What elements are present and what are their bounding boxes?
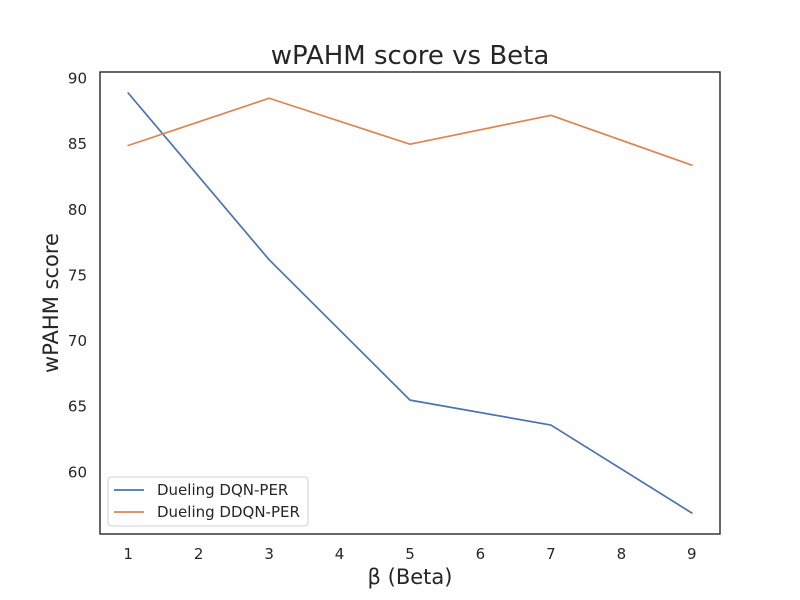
chart-title: wPAHM score vs Beta	[271, 41, 550, 71]
x-tick-label: 1	[123, 545, 133, 563]
y-tick-label: 65	[68, 398, 87, 416]
y-tick-label: 60	[68, 463, 87, 481]
y-axis-label: wPAHM score	[39, 233, 63, 373]
y-tick-label: 70	[68, 332, 87, 350]
x-tick-label: 6	[476, 545, 486, 563]
x-axis-label: β (Beta)	[368, 565, 453, 589]
x-tick-label: 7	[546, 545, 556, 563]
legend: Dueling DQN-PER Dueling DDQN-PER	[107, 476, 309, 527]
series-line-0	[127, 92, 693, 514]
legend-entry-label: Dueling DQN-PER	[157, 481, 288, 499]
y-tick-label: 75	[68, 266, 87, 284]
series-lines	[127, 92, 693, 514]
y-tick-label: 90	[68, 70, 87, 88]
plot-area-frame	[99, 71, 721, 535]
x-tick-label: 9	[687, 545, 697, 563]
x-axis-ticks: 1 2 3 4 5 6 7 8 9	[123, 545, 696, 563]
y-tick-label: 85	[68, 135, 87, 153]
x-tick-label: 8	[617, 545, 627, 563]
x-tick-label: 4	[335, 545, 345, 563]
y-tick-label: 80	[68, 201, 87, 219]
series-line-1	[127, 97, 693, 167]
x-tick-label: 3	[264, 545, 274, 563]
x-tick-label: 2	[194, 545, 204, 563]
x-tick-label: 5	[405, 545, 415, 563]
legend-entry-label: Dueling DDQN-PER	[157, 503, 300, 521]
y-axis-ticks: 60 65 70 75 80 85 90	[68, 70, 87, 482]
legend-box	[107, 476, 309, 527]
